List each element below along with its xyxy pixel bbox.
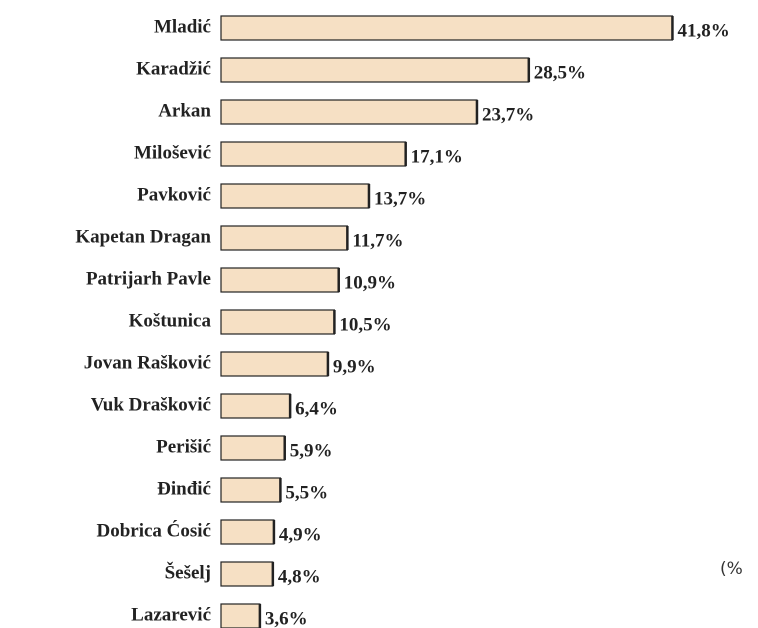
bar [220, 267, 340, 293]
bar [220, 225, 348, 251]
value-label: 28,5% [534, 62, 586, 83]
bar [220, 141, 407, 167]
value-label: 11,7% [352, 230, 403, 251]
value-label: 10,9% [344, 272, 396, 293]
category-label: Arkan [158, 100, 211, 121]
bar [220, 309, 336, 335]
value-label: 9,9% [333, 356, 376, 377]
bar [220, 183, 370, 209]
value-label: 17,1% [411, 146, 463, 167]
bar [220, 603, 261, 628]
value-label: 5,5% [285, 482, 328, 503]
bar [220, 477, 282, 503]
category-label: Pavković [137, 184, 211, 205]
bar [220, 393, 291, 419]
category-label: Karadžić [136, 58, 211, 79]
category-label: Jovan Rašković [84, 352, 211, 373]
category-label: Đinđić [157, 478, 211, 499]
bar [220, 57, 530, 83]
category-label: Mladić [154, 16, 211, 37]
category-label: Dobrica Ćosić [96, 519, 211, 541]
value-label: 5,9% [290, 440, 333, 461]
category-label: Perišić [156, 436, 211, 457]
category-label: Patrijarh Pavle [86, 268, 211, 289]
category-label: Kapetan Dragan [75, 226, 211, 247]
bar [220, 99, 478, 125]
bar [220, 15, 674, 41]
bar [220, 435, 286, 461]
bar [220, 519, 275, 545]
value-label: 3,6% [265, 608, 308, 628]
value-label: 13,7% [374, 188, 426, 209]
value-label: 41,8% [677, 20, 729, 41]
value-label: 6,4% [295, 398, 338, 419]
category-label: Šešelj [165, 561, 211, 583]
bar [220, 561, 274, 587]
value-label: 4,9% [279, 524, 322, 545]
category-label: Lazarević [131, 604, 211, 625]
value-label: 23,7% [482, 104, 534, 125]
annotation: (% [720, 559, 743, 579]
category-label: Milošević [134, 142, 211, 163]
value-label: 10,5% [339, 314, 391, 335]
category-label: Vuk Drašković [91, 394, 211, 415]
category-label: Koštunica [129, 310, 212, 331]
bar [220, 351, 329, 377]
value-label: 4,8% [278, 566, 321, 587]
